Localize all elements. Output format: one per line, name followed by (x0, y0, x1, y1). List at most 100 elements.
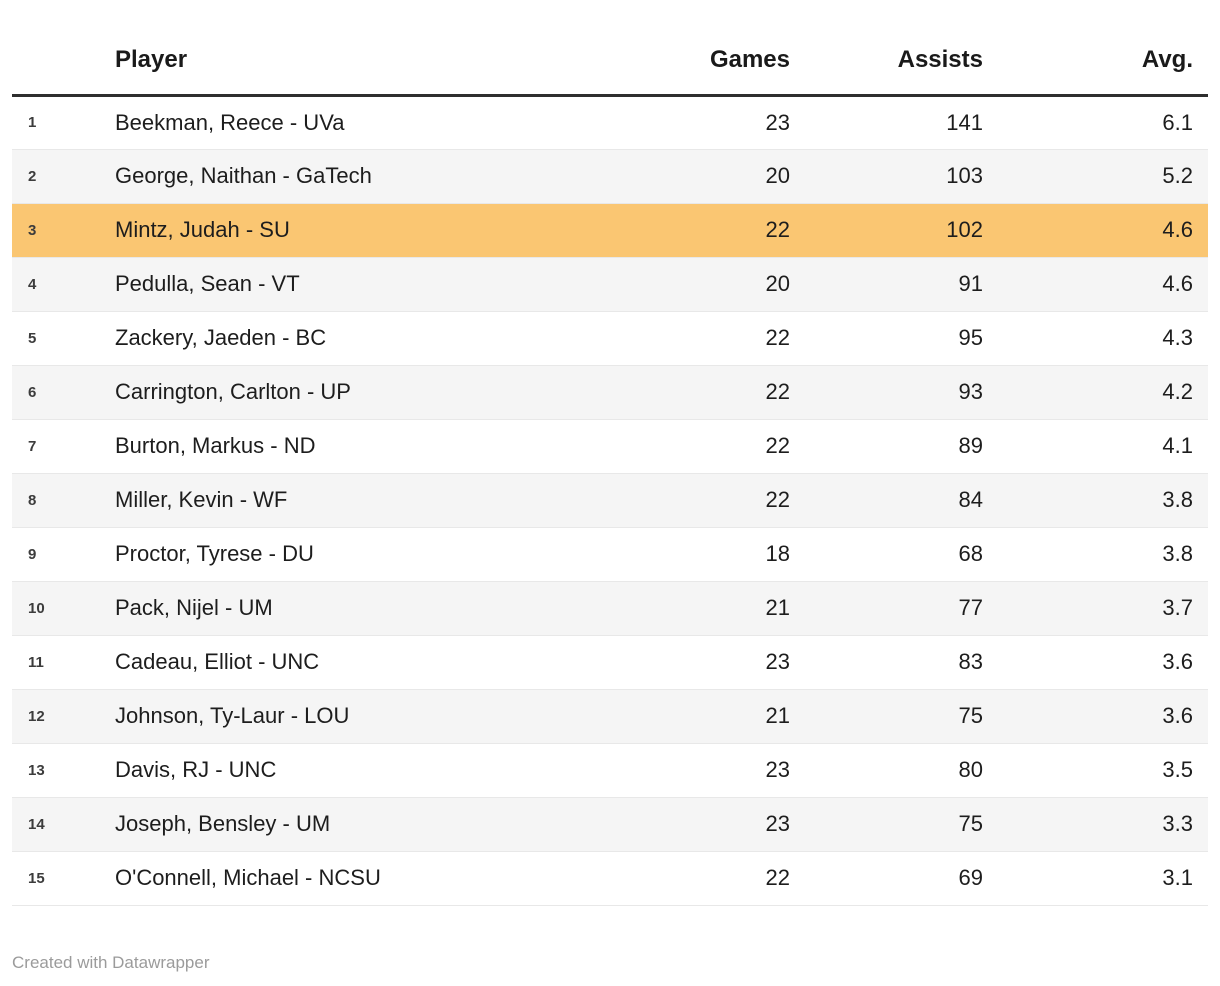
games-cell: 22 (640, 311, 790, 366)
assists-cell: 141 (790, 95, 983, 150)
games-cell: 22 (640, 203, 790, 258)
table-row: 8 Miller, Kevin - WF 22 84 3.8 (12, 473, 1208, 528)
header-player: Player (115, 0, 640, 97)
datawrapper-credit-link[interactable]: Created with Datawrapper (12, 952, 210, 972)
rank-cell: 6 (12, 365, 115, 420)
avg-cell: 3.8 (983, 527, 1208, 582)
assists-cell: 102 (790, 203, 983, 258)
table-row: 15 O'Connell, Michael - NCSU 22 69 3.1 (12, 851, 1208, 906)
rank-cell: 8 (12, 473, 115, 528)
assists-leaders-table: Player Games Assists Avg. 1 Beekman, Ree… (12, 0, 1208, 906)
rank-cell: 2 (12, 149, 115, 204)
table-row: 2 George, Naithan - GaTech 20 103 5.2 (12, 149, 1208, 204)
assists-cell: 69 (790, 851, 983, 906)
assists-cell: 91 (790, 257, 983, 312)
avg-cell: 5.2 (983, 149, 1208, 204)
player-cell: Mintz, Judah - SU (115, 203, 640, 258)
avg-cell: 4.2 (983, 365, 1208, 420)
table-header: Player Games Assists Avg. (12, 0, 1208, 97)
header-avg: Avg. (983, 0, 1208, 97)
avg-cell: 3.3 (983, 797, 1208, 852)
assists-cell: 95 (790, 311, 983, 366)
table-body: 1 Beekman, Reece - UVa 23 141 6.1 2 Geor… (12, 95, 1208, 906)
avg-cell: 3.6 (983, 689, 1208, 744)
player-cell: Zackery, Jaeden - BC (115, 311, 640, 366)
player-cell: Davis, RJ - UNC (115, 743, 640, 798)
rank-cell: 1 (12, 95, 115, 150)
player-cell: Miller, Kevin - WF (115, 473, 640, 528)
avg-cell: 4.6 (983, 257, 1208, 312)
games-cell: 23 (640, 635, 790, 690)
avg-cell: 3.7 (983, 581, 1208, 636)
rank-cell: 12 (12, 689, 115, 744)
rank-cell: 14 (12, 797, 115, 852)
header-assists: Assists (790, 0, 983, 97)
games-cell: 21 (640, 581, 790, 636)
games-cell: 20 (640, 257, 790, 312)
rank-cell: 11 (12, 635, 115, 690)
assists-cell: 83 (790, 635, 983, 690)
table-row: 5 Zackery, Jaeden - BC 22 95 4.3 (12, 311, 1208, 366)
player-cell: Pack, Nijel - UM (115, 581, 640, 636)
table-row: 11 Cadeau, Elliot - UNC 23 83 3.6 (12, 635, 1208, 690)
avg-cell: 4.6 (983, 203, 1208, 258)
avg-cell: 3.8 (983, 473, 1208, 528)
assists-cell: 68 (790, 527, 983, 582)
player-cell: Pedulla, Sean - VT (115, 257, 640, 312)
games-cell: 23 (640, 95, 790, 150)
rank-cell: 13 (12, 743, 115, 798)
assists-cell: 77 (790, 581, 983, 636)
games-cell: 21 (640, 689, 790, 744)
table-row: 6 Carrington, Carlton - UP 22 93 4.2 (12, 365, 1208, 420)
avg-cell: 4.1 (983, 419, 1208, 474)
player-cell: Johnson, Ty-Laur - LOU (115, 689, 640, 744)
table-row: 13 Davis, RJ - UNC 23 80 3.5 (12, 743, 1208, 798)
player-cell: O'Connell, Michael - NCSU (115, 851, 640, 906)
rank-cell: 3 (12, 203, 115, 258)
avg-cell: 3.5 (983, 743, 1208, 798)
table-row: 3 Mintz, Judah - SU 22 102 4.6 (12, 203, 1208, 258)
header-row: Player Games Assists Avg. (12, 0, 1208, 97)
assists-cell: 75 (790, 689, 983, 744)
avg-cell: 3.6 (983, 635, 1208, 690)
table-row: 7 Burton, Markus - ND 22 89 4.1 (12, 419, 1208, 474)
rank-cell: 10 (12, 581, 115, 636)
games-cell: 22 (640, 851, 790, 906)
assists-cell: 84 (790, 473, 983, 528)
table-row: 10 Pack, Nijel - UM 21 77 3.7 (12, 581, 1208, 636)
avg-cell: 4.3 (983, 311, 1208, 366)
player-cell: Cadeau, Elliot - UNC (115, 635, 640, 690)
player-cell: Burton, Markus - ND (115, 419, 640, 474)
assists-cell: 75 (790, 797, 983, 852)
rank-cell: 15 (12, 851, 115, 906)
avg-cell: 3.1 (983, 851, 1208, 906)
games-cell: 22 (640, 365, 790, 420)
games-cell: 20 (640, 149, 790, 204)
assists-cell: 103 (790, 149, 983, 204)
rank-cell: 9 (12, 527, 115, 582)
player-cell: George, Naithan - GaTech (115, 149, 640, 204)
table-row: 9 Proctor, Tyrese - DU 18 68 3.8 (12, 527, 1208, 582)
games-cell: 22 (640, 419, 790, 474)
table-row: 12 Johnson, Ty-Laur - LOU 21 75 3.6 (12, 689, 1208, 744)
games-cell: 18 (640, 527, 790, 582)
player-cell: Beekman, Reece - UVa (115, 95, 640, 150)
table-row: 14 Joseph, Bensley - UM 23 75 3.3 (12, 797, 1208, 852)
table-row: 4 Pedulla, Sean - VT 20 91 4.6 (12, 257, 1208, 312)
table-row: 1 Beekman, Reece - UVa 23 141 6.1 (12, 95, 1208, 150)
attribution: Created with Datawrapper (12, 952, 1208, 974)
player-cell: Joseph, Bensley - UM (115, 797, 640, 852)
games-cell: 22 (640, 473, 790, 528)
avg-cell: 6.1 (983, 95, 1208, 150)
assists-cell: 93 (790, 365, 983, 420)
assists-cell: 89 (790, 419, 983, 474)
games-cell: 23 (640, 743, 790, 798)
rank-cell: 4 (12, 257, 115, 312)
player-cell: Proctor, Tyrese - DU (115, 527, 640, 582)
assists-cell: 80 (790, 743, 983, 798)
header-rank (12, 0, 115, 97)
rank-cell: 7 (12, 419, 115, 474)
rank-cell: 5 (12, 311, 115, 366)
games-cell: 23 (640, 797, 790, 852)
